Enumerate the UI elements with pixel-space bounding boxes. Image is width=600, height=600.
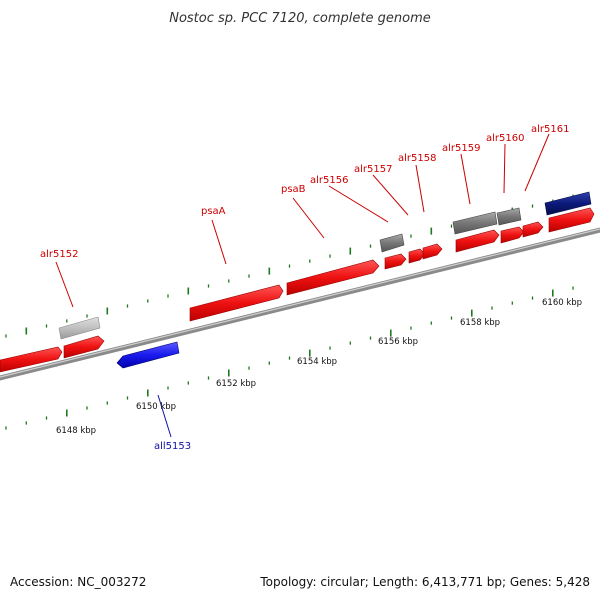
gene-alr5159-shape[interactable] bbox=[452, 211, 500, 253]
accession-text: Accession: NC_003272 bbox=[10, 575, 146, 589]
gene-block-light-gray[interactable] bbox=[58, 316, 101, 340]
callout-lines bbox=[55, 133, 550, 438]
gene-alr5152-shape[interactable] bbox=[0, 316, 105, 373]
label-alr5159[interactable]: alr5159 bbox=[442, 143, 480, 154]
label-alr5158[interactable]: alr5158 bbox=[398, 153, 436, 164]
label-alr5157[interactable]: alr5157 bbox=[354, 164, 392, 175]
label-alr5161[interactable]: alr5161 bbox=[531, 124, 569, 135]
gene-alr5161-shape[interactable] bbox=[522, 191, 595, 238]
map-title: Nostoc sp. PCC 7120, complete genome bbox=[169, 11, 431, 26]
scale-label: 6148 kbp bbox=[56, 426, 96, 436]
scale-label: 6160 kbp bbox=[542, 298, 582, 308]
scale-labels: 6148 kbp 6150 kbp 6152 kbp 6154 kbp 6156 kbp… bbox=[56, 298, 582, 436]
scale-label: 6152 kbp bbox=[216, 379, 256, 389]
genome-backbone-highlight bbox=[0, 228, 600, 378]
label-alr5152[interactable]: alr5152 bbox=[40, 249, 78, 260]
topology-text: Topology: circular; Length: 6,413,771 bp… bbox=[259, 575, 590, 589]
label-psaB[interactable]: psaB bbox=[281, 184, 306, 195]
genome-backbone bbox=[0, 227, 600, 381]
label-all5153[interactable]: all5153 bbox=[154, 441, 191, 452]
label-alr5156[interactable]: alr5156 bbox=[310, 175, 348, 186]
scale-label: 6154 kbp bbox=[297, 357, 337, 367]
scale-label: 6158 kbp bbox=[460, 318, 500, 328]
gene-arrow[interactable] bbox=[63, 335, 105, 359]
tick-marks-lower bbox=[5, 286, 574, 430]
label-psaA[interactable]: psaA bbox=[201, 206, 226, 217]
label-alr5160[interactable]: alr5160 bbox=[486, 133, 524, 144]
gene-alr5158-shape[interactable] bbox=[422, 243, 443, 260]
gene-psaB-shape[interactable] bbox=[286, 259, 380, 296]
gene-arrow-left-partial[interactable] bbox=[0, 346, 63, 373]
gene-alr5156-shape[interactable] bbox=[379, 233, 407, 270]
scale-label: 6156 kbp bbox=[378, 337, 418, 347]
scale-label: 6150 kbp bbox=[136, 402, 176, 412]
gene-alr5160-shape[interactable] bbox=[496, 207, 525, 244]
gene-alr5157-shape[interactable] bbox=[408, 248, 426, 264]
gene-all5153-shape[interactable] bbox=[116, 341, 180, 369]
gene-psaA-shape[interactable] bbox=[189, 284, 284, 322]
